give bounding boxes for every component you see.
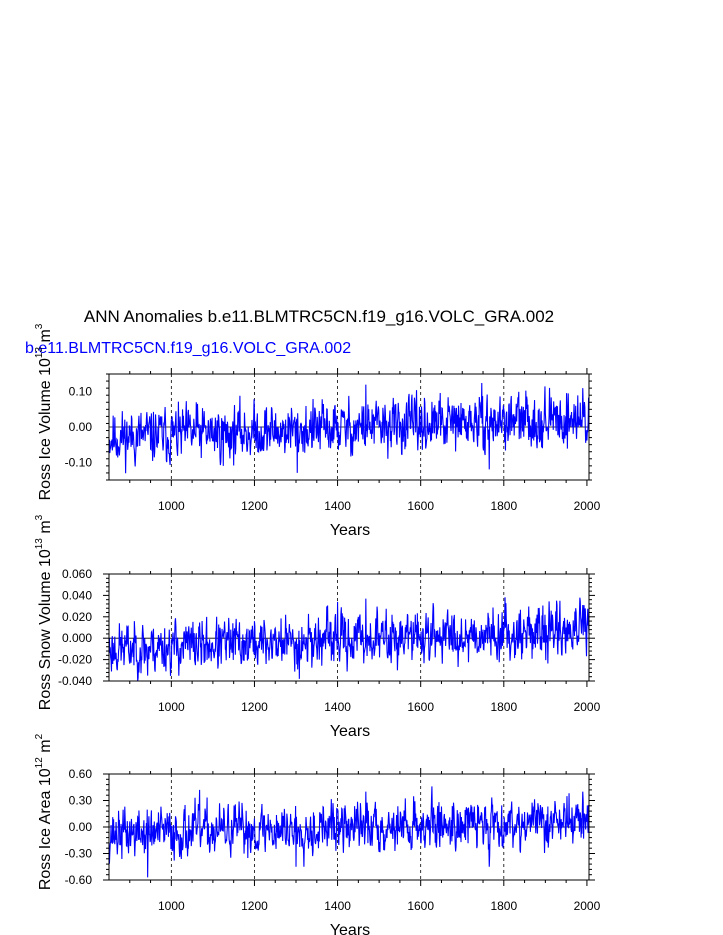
x-axis-label: Years [330, 922, 370, 935]
panel-ross-ice-area: 1000 1200 1400 1600 1800 2000 -0.60 -0.30 0.00 0.… [34, 733, 601, 935]
y-axis-label: Ross Ice Volume 1013 m3 [34, 323, 54, 500]
y-axis-label: Ross Ice Area 1012 m2 [34, 733, 54, 890]
y-tick-label: 0.00 [69, 820, 93, 834]
y-tick-label: -0.10 [65, 455, 93, 469]
y-tick-label: 0.040 [62, 588, 92, 602]
y-tick-label: -0.30 [65, 847, 93, 861]
x-tick-label: 1600 [407, 700, 434, 714]
x-tick-label: 1000 [158, 499, 185, 513]
y-tick-label: 0.000 [62, 631, 92, 645]
x-tick-label: 1000 [158, 700, 185, 714]
series-line-ross-ice-area [108, 786, 590, 878]
y-tick-label: -0.60 [65, 873, 93, 887]
x-tick-label: 1000 [158, 899, 185, 913]
x-tick-label: 1400 [324, 499, 351, 513]
y-tick-label: 0.30 [69, 794, 93, 808]
x-tick-label: 1600 [407, 499, 434, 513]
x-tick-label: 1800 [490, 700, 517, 714]
figure-title: ANN Anomalies b.e11.BLMTRC5CN.f19_g16.VO… [84, 307, 554, 326]
y-tick-label: 0.020 [62, 610, 92, 624]
y-tick-label: 0.00 [69, 420, 93, 434]
x-tick-label: 1400 [324, 899, 351, 913]
run-label: b.e11.BLMTRC5CN.f19_g16.VOLC_GRA.002 [25, 340, 351, 357]
panel-ross-snow-volume: 1000 1200 1400 1600 1800 2000 -0.040 -0.020 0.00… [34, 514, 601, 740]
x-axis-label: Years [330, 723, 370, 740]
y-tick-label: 0.10 [69, 385, 93, 399]
series-line-ross-ice-volume [108, 383, 590, 474]
x-tick-label: 1600 [407, 899, 434, 913]
x-tick-label: 1200 [241, 499, 268, 513]
y-tick-label: 0.060 [62, 567, 92, 581]
plot-frame [108, 573, 590, 682]
x-tick-label: 2000 [574, 700, 601, 714]
series-line-ross-snow-volume [108, 597, 590, 682]
x-tick-label: 2000 [574, 499, 601, 513]
x-tick-label: 1800 [490, 899, 517, 913]
x-tick-label: 2000 [574, 899, 601, 913]
panel-ross-ice-volume: 1000 1200 1400 1600 1800 2000 -0.10 0.00 0.10 Yea… [34, 323, 601, 539]
x-axis-label: Years [330, 522, 370, 539]
y-axis-label: Ross Snow Volume 1013 m3 [34, 514, 54, 710]
x-tick-label: 1200 [241, 700, 268, 714]
plot-frame [108, 373, 590, 481]
y-tick-label: -0.040 [58, 674, 92, 688]
y-tick-label: -0.020 [58, 653, 92, 667]
x-tick-label: 1800 [490, 499, 517, 513]
y-tick-label: 0.60 [69, 767, 93, 781]
x-tick-label: 1400 [324, 700, 351, 714]
x-tick-label: 1200 [241, 899, 268, 913]
panels: 1000 1200 1400 1600 1800 2000 -0.10 0.00 0.10 Yea… [34, 323, 601, 935]
